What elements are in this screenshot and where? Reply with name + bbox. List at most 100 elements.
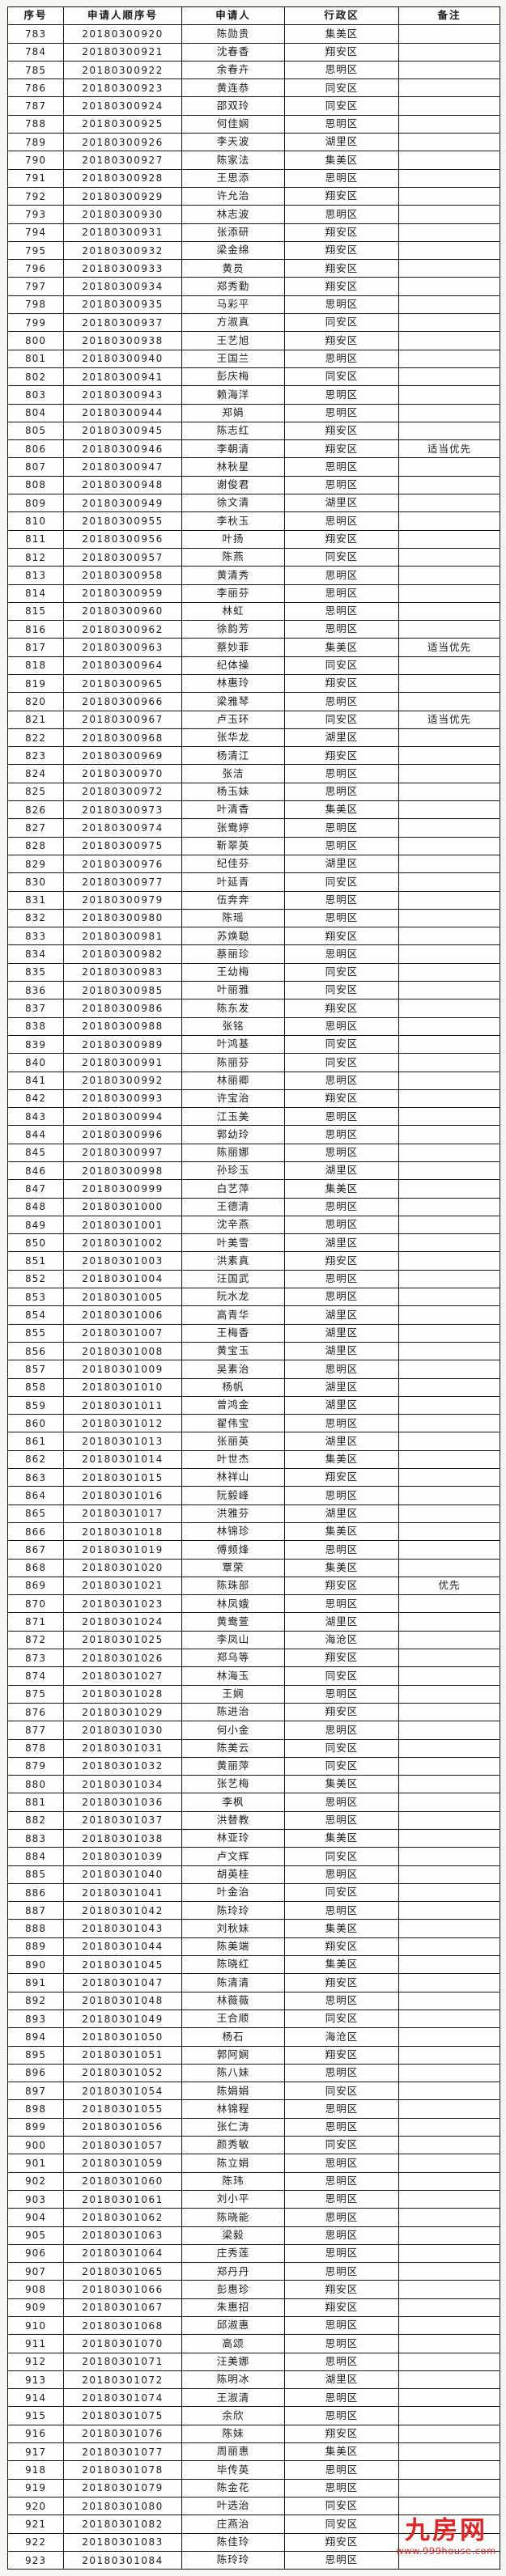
- sequence-number-cell: 20180300982: [63, 944, 182, 964]
- table-row: 914 20180301074 王淑清 思明区: [7, 2388, 500, 2408]
- applicant-name-cell: 叶延青: [181, 872, 285, 892]
- district-cell: 思明区: [284, 2406, 399, 2425]
- remarks-cell: [398, 1504, 500, 1523]
- table-row: 789 20180300926 李天波 湖里区: [7, 133, 500, 152]
- sequence-number-cell: 20180300970: [63, 764, 182, 783]
- remarks-cell: 优先: [398, 1576, 500, 1596]
- sequence-number-cell: 20180300999: [63, 1179, 182, 1199]
- remarks-cell: [398, 1395, 500, 1415]
- district-cell: 湖里区: [284, 1432, 399, 1451]
- district-cell: 思明区: [284, 349, 399, 368]
- table-row: 875 20180301028 王娴 思明区: [7, 1684, 500, 1704]
- serial-number-cell: 866: [7, 1521, 64, 1542]
- table-row: 917 20180301077 周丽惠 集美区: [7, 2442, 500, 2462]
- serial-number-cell: 878: [7, 1738, 64, 1758]
- table-row: 815 20180300960 林虹 思明区: [7, 601, 500, 622]
- applicant-name-cell: 陈清清: [181, 1973, 285, 1992]
- serial-number-cell: 884: [7, 1847, 64, 1866]
- applicant-name-cell: 李朝清: [181, 439, 285, 459]
- sequence-number-cell: 20180300937: [63, 313, 182, 333]
- remarks-cell: [398, 2027, 500, 2047]
- sequence-number-cell: 20180301019: [63, 1540, 182, 1560]
- table-row: 784 20180300921 沈春香 翔安区: [7, 42, 500, 62]
- sequence-number-cell: 20180300959: [63, 584, 182, 603]
- remarks-cell: [398, 2009, 500, 2029]
- applicant-name-cell: 黄鸯萱: [181, 1612, 285, 1632]
- applicant-name-cell: 陈金花: [181, 2478, 285, 2497]
- sequence-number-cell: 20180300966: [63, 692, 182, 711]
- remarks-cell: [398, 60, 500, 80]
- applicant-name-cell: 江玉美: [181, 1107, 285, 1127]
- remarks-cell: [398, 1847, 500, 1866]
- remarks-cell: [398, 1882, 500, 1903]
- district-cell: 同安区: [284, 1756, 399, 1776]
- table-row: 792 20180300929 许允治 翔安区: [7, 186, 500, 206]
- sequence-number-cell: 20180301078: [63, 2460, 182, 2480]
- sequence-number-cell: 20180300994: [63, 1107, 182, 1127]
- table-row: 825 20180300972 杨玉妹 思明区: [7, 782, 500, 802]
- remarks-cell: [398, 1107, 500, 1127]
- applicant-name-cell: 张仁涛: [181, 2117, 285, 2137]
- serial-number-cell: 879: [7, 1756, 64, 1776]
- district-cell: 同安区: [284, 1847, 399, 1866]
- table-row: 869 20180301021 陈珠部 翔安区 优先: [7, 1576, 500, 1596]
- remarks-cell: [398, 981, 500, 1000]
- remarks-cell: [398, 656, 500, 675]
- serial-number-cell: 834: [7, 944, 64, 964]
- table-row: 891 20180301047 陈清清 翔安区: [7, 1973, 500, 1992]
- table-row: 796 20180300933 黄员 翔安区: [7, 259, 500, 278]
- serial-number-cell: 902: [7, 2171, 64, 2191]
- table-row: 846 20180300998 孙珍玉 湖里区: [7, 1161, 500, 1181]
- table-row: 797 20180300934 郑秀勤 翔安区: [7, 277, 500, 296]
- remarks-cell: [398, 1828, 500, 1848]
- district-cell: 湖里区: [284, 1341, 399, 1361]
- remarks-cell: [398, 890, 500, 910]
- table-row: 811 20180300956 叶扬 翔安区: [7, 529, 500, 549]
- serial-number-cell: 840: [7, 1053, 64, 1072]
- sequence-number-cell: 20180301064: [63, 2243, 182, 2264]
- applicant-name-cell: 陈立娟: [181, 2154, 285, 2173]
- applicant-name-cell: 陈晓红: [181, 1955, 285, 1975]
- table-row: 848 20180301000 王德清 思明区: [7, 1197, 500, 1216]
- applicant-name-cell: 王淑清: [181, 2388, 285, 2408]
- sequence-number-cell: 20180300934: [63, 277, 182, 296]
- serial-number-cell: 803: [7, 385, 64, 405]
- sequence-number-cell: 20180301039: [63, 1847, 182, 1866]
- table-row: 863 20180301015 林祥山 翔安区: [7, 1468, 500, 1487]
- remarks-cell: [398, 1034, 500, 1055]
- table-row: 841 20180300992 林丽卿 思明区: [7, 1071, 500, 1090]
- table-row: 822 20180300968 张华龙 湖里区: [7, 728, 500, 748]
- district-cell: 思明区: [284, 114, 399, 134]
- remarks-cell: [398, 2388, 500, 2408]
- serial-number-cell: 923: [7, 2550, 64, 2570]
- serial-number-cell: 874: [7, 1666, 64, 1686]
- remarks-cell: [398, 2226, 500, 2245]
- table-row: 882 20180301037 洪替教 思明区: [7, 1810, 500, 1830]
- serial-number-cell: 894: [7, 2027, 64, 2047]
- applicant-name-cell: 苏焕聪: [181, 927, 285, 946]
- serial-number-cell: 916: [7, 2424, 64, 2444]
- district-cell: 翔安区: [284, 1649, 399, 1668]
- table-row: 783 20180300920 陈勋贵 集美区: [7, 24, 500, 44]
- applicant-name-cell: 余欣: [181, 2406, 285, 2425]
- sequence-number-cell: 20180300941: [63, 367, 182, 387]
- remarks-cell: [398, 1738, 500, 1758]
- district-cell: 思明区: [284, 2171, 399, 2191]
- remarks-cell: [398, 1955, 500, 1975]
- remarks-cell: [398, 1053, 500, 1072]
- remarks-cell: [398, 782, 500, 802]
- district-cell: 湖里区: [284, 2370, 399, 2390]
- remarks-cell: 适当优先: [398, 638, 500, 657]
- sequence-number-cell: 20180301004: [63, 1269, 182, 1289]
- sequence-number-cell: 20180300988: [63, 1016, 182, 1036]
- table-row: 881 20180301036 李枫 思明区: [7, 1793, 500, 1812]
- remarks-cell: [398, 2136, 500, 2155]
- table-row: 840 20180300991 陈丽芬 同安区: [7, 1053, 500, 1072]
- applicant-name-cell: 赖海洋: [181, 385, 285, 405]
- table-row: 896 20180301052 陈八妹 思明区: [7, 2063, 500, 2083]
- district-cell: 湖里区: [284, 854, 399, 874]
- serial-number-cell: 805: [7, 421, 64, 441]
- sequence-number-cell: 20180301007: [63, 1323, 182, 1343]
- district-cell: 思明区: [284, 1360, 399, 1379]
- district-cell: 集美区: [284, 151, 399, 170]
